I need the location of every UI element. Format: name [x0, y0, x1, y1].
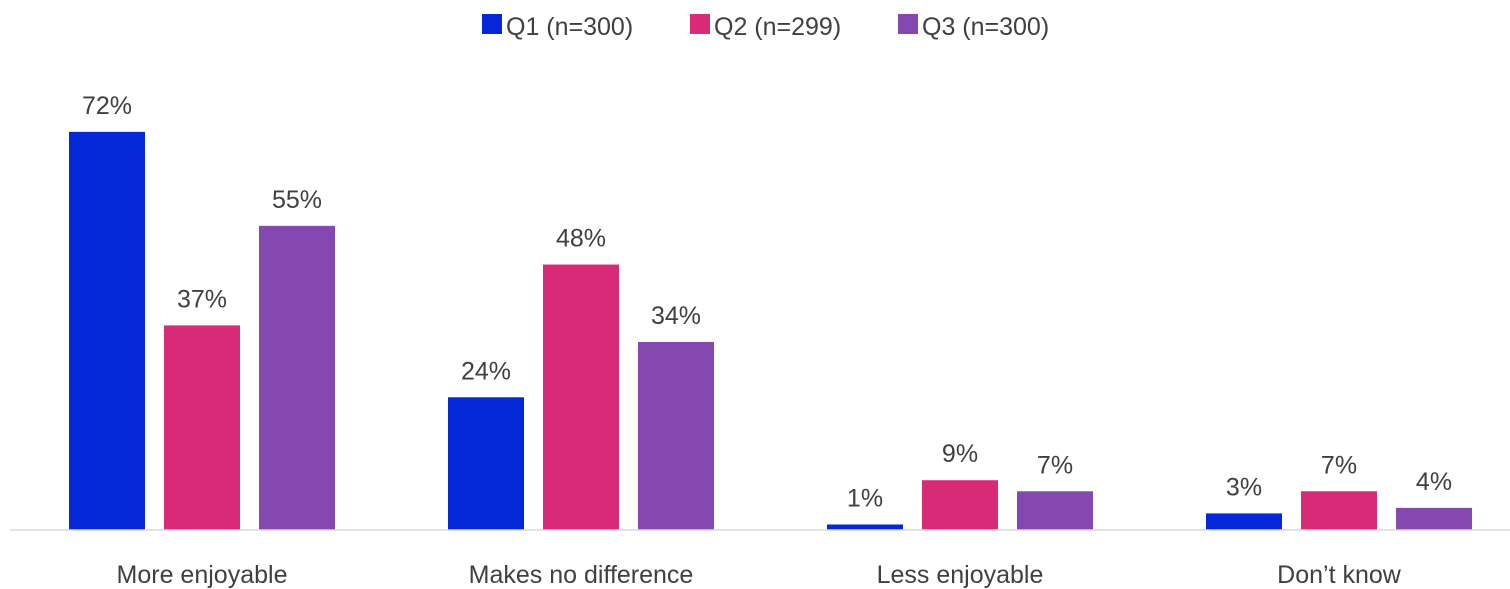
bar-3-3	[1017, 491, 1093, 530]
bar-2-2	[543, 264, 619, 530]
legend: Q1 (n=300) Q2 (n=299) Q3 (n=300)	[482, 13, 1049, 41]
data-label: 72%	[82, 92, 132, 120]
bar-1-2	[448, 397, 524, 530]
bar-3-4	[1396, 507, 1472, 530]
x-tick-label: Don’t know	[1277, 561, 1402, 589]
legend-swatch	[690, 14, 710, 34]
x-tick-label: More enjoyable	[117, 561, 288, 589]
bars	[69, 131, 1472, 530]
bar-3-2	[638, 341, 714, 530]
bar-1-1	[69, 131, 145, 530]
data-label: 34%	[651, 302, 701, 330]
data-label: 3%	[1226, 473, 1262, 501]
bar-2-1	[164, 325, 240, 530]
bar-1-4	[1206, 513, 1282, 530]
bar-2-3	[922, 480, 998, 530]
x-tick-label: Less enjoyable	[877, 561, 1044, 589]
data-label: 7%	[1037, 451, 1073, 479]
data-label: 9%	[942, 440, 978, 468]
bar-1-3	[827, 524, 903, 530]
bar-3-1	[259, 225, 335, 530]
x-tick-labels: More enjoyable Makes no difference Less en…	[117, 561, 1402, 589]
data-labels: 72% 37% 55% 24% 48% 34% 1% 9% 7% 3% 7% 4%	[82, 92, 1452, 513]
bar-2-4	[1301, 491, 1377, 530]
data-label: 48%	[556, 225, 606, 253]
legend-swatch	[482, 14, 502, 34]
legend-label: Q3 (n=300)	[922, 13, 1049, 41]
legend-swatch	[898, 14, 918, 34]
x-tick-label: Makes no difference	[469, 561, 694, 589]
data-label: 7%	[1321, 451, 1357, 479]
legend-label: Q2 (n=299)	[714, 13, 841, 41]
data-label: 1%	[847, 484, 883, 512]
legend-label: Q1 (n=300)	[506, 13, 633, 41]
data-label: 24%	[461, 357, 511, 385]
data-label: 55%	[272, 186, 322, 214]
data-label: 37%	[177, 285, 227, 313]
data-label: 4%	[1416, 468, 1452, 496]
